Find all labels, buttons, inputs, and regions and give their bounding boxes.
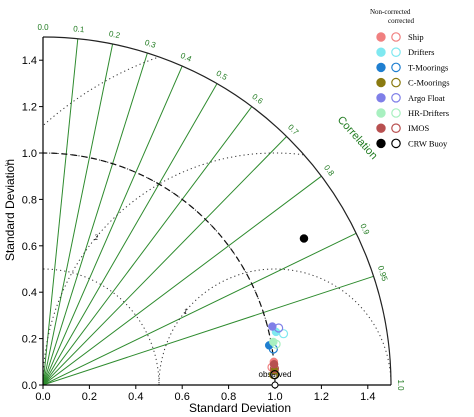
correlation-tick-label: 0.2 [108, 29, 121, 40]
correlation-line-0.95 [42, 275, 374, 386]
legend-entry-label: Drifters [408, 47, 434, 57]
crmsd-label: 1 [184, 307, 188, 316]
y-tick-label: 0.8 [22, 194, 37, 206]
legend-swatch-corrected [391, 62, 401, 73]
correlation-tick-label: 0.3 [144, 38, 158, 50]
legend-swatch-noncorrected [376, 108, 386, 118]
x-tick-label: 1.0 [267, 391, 282, 403]
legend-swatch-corrected [391, 138, 401, 149]
x-tick-label: 0.4 [128, 391, 143, 403]
correlation-tick-label: 0.1 [73, 24, 86, 34]
x-tick-label: 1.4 [360, 391, 375, 403]
point-corrected-crw-buoy [270, 370, 280, 380]
y-tick-label: 0.0 [22, 380, 37, 392]
correlation-tick-label: 0.0 [37, 23, 49, 32]
correlation-line-0.4 [42, 65, 183, 386]
correlation-tick-label: 0.95 [376, 265, 390, 283]
y-tick-label: 1.0 [22, 148, 37, 160]
legend-entry-label: Argo Float [408, 93, 446, 103]
reference-std-arc [42, 152, 276, 386]
x-tick-label: 0.6 [175, 391, 190, 403]
crmsd-label: 3 [4, 159, 9, 168]
y-tick-label: 0.2 [22, 334, 37, 346]
correlation-tick-label: 1.0 [396, 379, 405, 391]
correlation-line-0.1 [42, 38, 79, 386]
x-tick-label: 0.0 [35, 391, 50, 403]
correlation-line-0.8 [42, 175, 322, 386]
legend-entry-label: T-Moorings [408, 62, 448, 72]
legend-header-corrected: corrected [388, 17, 415, 25]
correlation-tick-label: 0.5 [215, 69, 230, 83]
legend-entry-label: HR-Drifters [408, 108, 449, 118]
legend-swatch-corrected [391, 123, 401, 133]
legend-swatch-corrected [391, 32, 401, 42]
correlation-title: Correlation [335, 114, 380, 162]
reference-marker [271, 381, 279, 389]
correlation-line-0.6 [42, 106, 253, 386]
std-arc [42, 36, 392, 386]
legend-entry-label: IMOS [408, 123, 430, 133]
y-tick-label: 1.4 [22, 55, 37, 67]
point-corrected-drifters [278, 329, 289, 339]
y-axis-title: Standard Deviation [3, 159, 17, 261]
correlation-line-0.9 [42, 232, 357, 386]
y-tick-label: 0.6 [22, 241, 37, 253]
correlation-line-0.3 [42, 52, 148, 386]
legend-swatch-noncorrected [376, 77, 386, 88]
correlation-line-0.7 [42, 136, 287, 386]
point-corrected-imos [269, 364, 280, 374]
axes-layer: 0.0 0.2 0.4 0.6 0.8 1.0 1.2 1.4 0.0 0.2 0.4 0.6 0.8 1… [22, 37, 391, 403]
points-layer: observed [259, 234, 309, 389]
x-tick-label: 0.2 [82, 391, 97, 403]
correlation-tick-label: 0.8 [322, 163, 336, 178]
legend-entry-label: CRW Buoy [408, 138, 448, 148]
x-tick-label: 1.2 [314, 391, 329, 403]
legend-entry-label: Ship [408, 32, 424, 42]
legend-swatch-noncorrected [376, 138, 386, 149]
legend-swatch-noncorrected [376, 62, 386, 73]
grid-layer: 0.0 0.1 0.2 0.3 0.4 0.5 0.6 0.7 0.8 0.9 0.95 1.0 1 2 3… [4, 23, 405, 391]
legend-swatch-noncorrected [376, 32, 386, 42]
crmsd-contour [43, 37, 391, 385]
legend-swatch-noncorrected [376, 47, 386, 57]
legend-swatch-corrected [391, 108, 401, 118]
crmsd-label: 2 [94, 233, 98, 242]
y-tick-label: 1.2 [22, 102, 37, 114]
crmsd-contour [43, 37, 391, 385]
correlation-tick-label: 0.7 [286, 123, 301, 138]
correlation-line-0.2 [42, 43, 114, 386]
legend-swatch-corrected [391, 47, 401, 57]
correlation-line-0.5 [42, 83, 218, 386]
legend-entry-label: C-Moorings [408, 78, 450, 88]
crmsd-contour [158, 268, 391, 385]
legend-swatch-corrected [391, 77, 401, 88]
crmsd-contour [43, 152, 391, 385]
y-tick-label: 0.4 [22, 287, 37, 299]
legend-swatch-corrected [391, 93, 401, 103]
correlation-tick-label: 0.6 [250, 92, 265, 106]
x-axis-title: Standard Deviation [189, 401, 291, 415]
x-tick-label: 0.8 [221, 391, 236, 403]
correlation-tick-label: 0.4 [179, 51, 193, 64]
legend-swatch-noncorrected [376, 93, 386, 103]
legend-swatch-noncorrected [376, 123, 386, 133]
legend-header-noncorrected: Non-corrected [370, 8, 411, 16]
correlation-tick-label: 0.9 [358, 222, 371, 236]
point-corrected-argo-float [274, 323, 284, 333]
point-corrected-hr-drifters [271, 339, 281, 349]
point-noncorrected-crw-buoy [299, 234, 309, 243]
